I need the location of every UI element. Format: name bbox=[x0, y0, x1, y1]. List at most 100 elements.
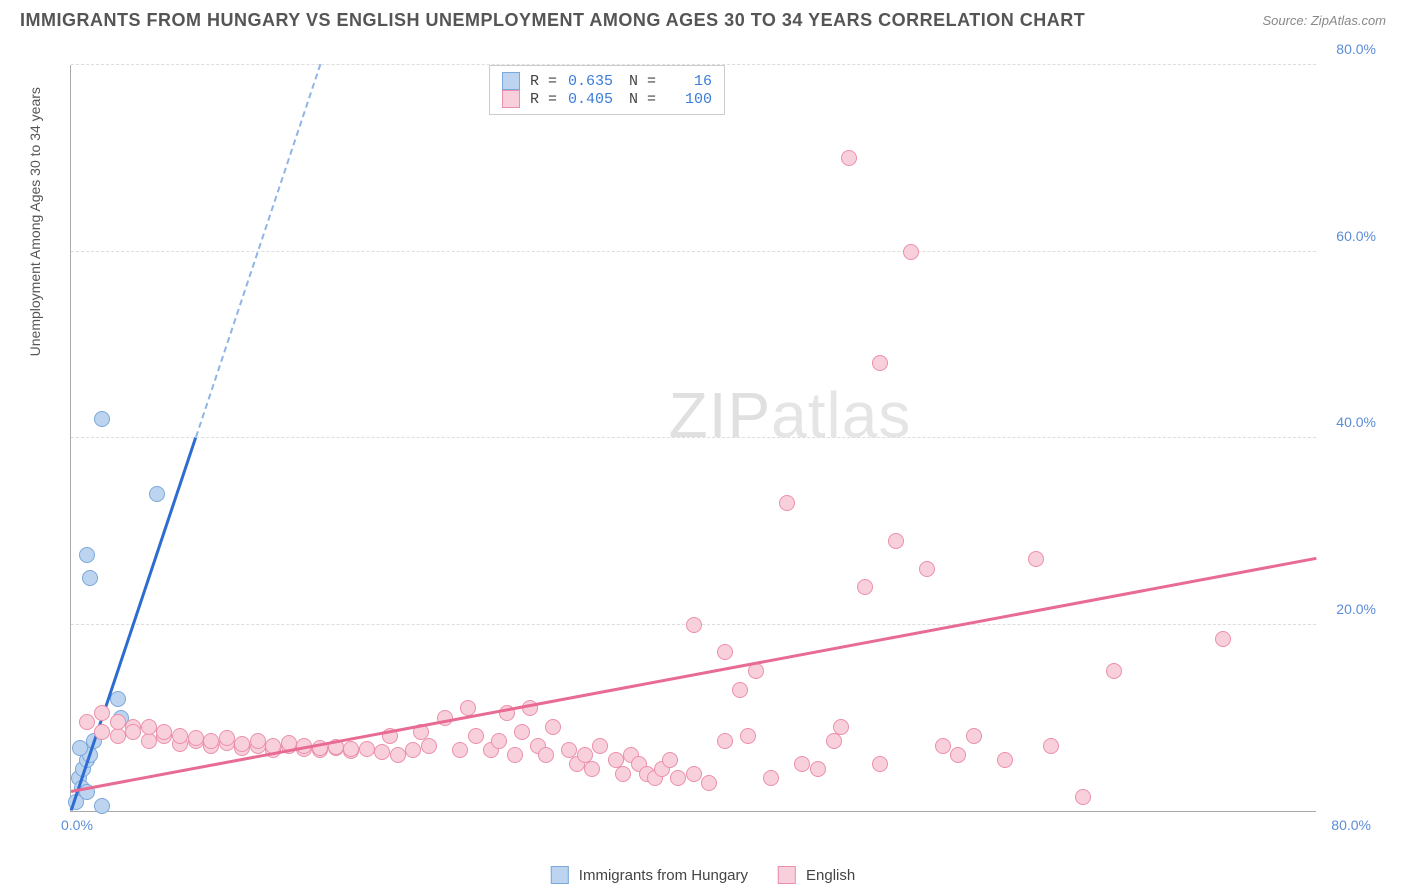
scatter-point bbox=[110, 691, 126, 707]
scatter-point bbox=[686, 766, 702, 782]
scatter-point bbox=[779, 495, 795, 511]
scatter-point bbox=[82, 570, 98, 586]
chart-container: Unemployment Among Ages 30 to 34 years Z… bbox=[50, 45, 1386, 842]
scatter-point bbox=[149, 486, 165, 502]
r-value: 0.405 bbox=[563, 91, 613, 108]
scatter-point bbox=[374, 744, 390, 760]
scatter-point bbox=[79, 547, 95, 563]
scatter-point bbox=[141, 719, 157, 735]
scatter-point bbox=[872, 355, 888, 371]
scatter-point bbox=[94, 798, 110, 814]
scatter-point bbox=[359, 741, 375, 757]
scatter-point bbox=[491, 733, 507, 749]
r-label: R = bbox=[530, 73, 557, 90]
scatter-point bbox=[390, 747, 406, 763]
scatter-point bbox=[857, 579, 873, 595]
scatter-point bbox=[919, 561, 935, 577]
scatter-point bbox=[468, 728, 484, 744]
scatter-point bbox=[717, 644, 733, 660]
scatter-point bbox=[94, 724, 110, 740]
watermark: ZIPatlas bbox=[669, 378, 912, 452]
scatter-point bbox=[592, 738, 608, 754]
chart-title: IMMIGRANTS FROM HUNGARY VS ENGLISH UNEMP… bbox=[20, 10, 1085, 31]
scatter-point bbox=[833, 719, 849, 735]
scatter-point bbox=[219, 730, 235, 746]
y-axis-title: Unemployment Among Ages 30 to 34 years bbox=[27, 87, 43, 356]
scatter-point bbox=[125, 724, 141, 740]
scatter-point bbox=[405, 742, 421, 758]
n-value: 100 bbox=[662, 91, 712, 108]
scatter-point bbox=[1075, 789, 1091, 805]
scatter-point bbox=[748, 663, 764, 679]
r-value: 0.635 bbox=[563, 73, 613, 90]
legend-label: English bbox=[806, 867, 855, 884]
scatter-point bbox=[188, 730, 204, 746]
swatch-icon bbox=[551, 866, 569, 884]
r-label: R = bbox=[530, 91, 557, 108]
scatter-point bbox=[94, 411, 110, 427]
scatter-point bbox=[538, 747, 554, 763]
swatch-icon bbox=[502, 90, 520, 108]
scatter-point bbox=[717, 733, 733, 749]
scatter-point bbox=[686, 617, 702, 633]
y-tick-label: 40.0% bbox=[1336, 414, 1376, 430]
scatter-point bbox=[1215, 631, 1231, 647]
scatter-point bbox=[732, 682, 748, 698]
scatter-point bbox=[250, 733, 266, 749]
stats-box: R = 0.635 N = 16 R = 0.405 N = 100 bbox=[489, 65, 725, 115]
scatter-point bbox=[72, 740, 88, 756]
scatter-point bbox=[615, 766, 631, 782]
scatter-point bbox=[888, 533, 904, 549]
scatter-point bbox=[841, 150, 857, 166]
watermark-atlas: atlas bbox=[771, 379, 911, 451]
scatter-point bbox=[141, 733, 157, 749]
y-tick-label: 20.0% bbox=[1336, 601, 1376, 617]
scatter-point bbox=[203, 733, 219, 749]
scatter-point bbox=[514, 724, 530, 740]
scatter-point bbox=[452, 742, 468, 758]
gridline bbox=[71, 64, 1316, 65]
source-label: Source: ZipAtlas.com bbox=[1262, 13, 1386, 28]
scatter-point bbox=[584, 761, 600, 777]
scatter-point bbox=[740, 728, 756, 744]
scatter-point bbox=[172, 728, 188, 744]
stats-row: R = 0.635 N = 16 bbox=[502, 72, 712, 90]
scatter-point bbox=[935, 738, 951, 754]
scatter-point bbox=[903, 244, 919, 260]
n-label: N = bbox=[629, 91, 656, 108]
plot-area: ZIPatlas R = 0.635 N = 16 R = 0.405 N = … bbox=[70, 65, 1316, 812]
scatter-point bbox=[872, 756, 888, 772]
scatter-point bbox=[997, 752, 1013, 768]
scatter-point bbox=[1106, 663, 1122, 679]
scatter-point bbox=[950, 747, 966, 763]
legend-item: Immigrants from Hungary bbox=[551, 866, 748, 884]
scatter-point bbox=[763, 770, 779, 786]
n-value: 16 bbox=[662, 73, 712, 90]
scatter-point bbox=[79, 714, 95, 730]
x-tick-label: 80.0% bbox=[1331, 817, 1371, 833]
scatter-point bbox=[545, 719, 561, 735]
watermark-zip: ZIP bbox=[669, 379, 772, 451]
header: IMMIGRANTS FROM HUNGARY VS ENGLISH UNEMP… bbox=[0, 0, 1406, 36]
trend-line bbox=[71, 557, 1316, 793]
scatter-point bbox=[1043, 738, 1059, 754]
y-tick-label: 60.0% bbox=[1336, 228, 1376, 244]
scatter-point bbox=[156, 724, 172, 740]
scatter-point bbox=[110, 714, 126, 730]
y-tick-label: 80.0% bbox=[1336, 41, 1376, 57]
scatter-point bbox=[421, 738, 437, 754]
legend-item: English bbox=[778, 866, 855, 884]
scatter-point bbox=[1028, 551, 1044, 567]
scatter-point bbox=[234, 736, 250, 752]
legend-label: Immigrants from Hungary bbox=[579, 867, 748, 884]
scatter-point bbox=[662, 752, 678, 768]
scatter-point bbox=[810, 761, 826, 777]
scatter-point bbox=[110, 728, 126, 744]
x-tick-label: 0.0% bbox=[61, 817, 93, 833]
gridline bbox=[71, 437, 1316, 438]
scatter-point bbox=[966, 728, 982, 744]
scatter-point bbox=[343, 741, 359, 757]
swatch-icon bbox=[502, 72, 520, 90]
bottom-legend: Immigrants from Hungary English bbox=[551, 866, 855, 884]
scatter-point bbox=[826, 733, 842, 749]
